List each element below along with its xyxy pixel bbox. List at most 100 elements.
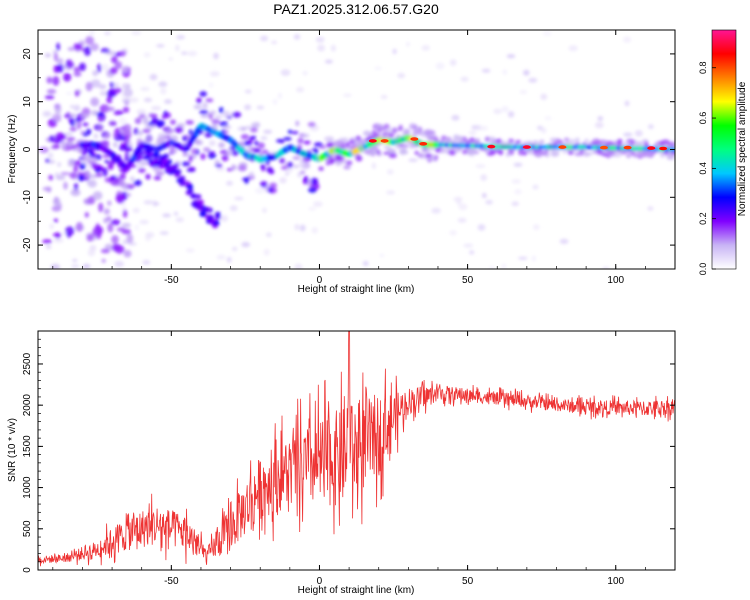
heat-cell: [96, 154, 102, 161]
heat-cell: [45, 245, 52, 249]
heat-cell: [126, 83, 131, 90]
heat-cell: [294, 223, 300, 231]
heat-cell: [204, 132, 213, 138]
heat-cell: [190, 193, 197, 199]
heat-cell: [315, 36, 325, 43]
heat-cell: [280, 69, 291, 76]
heat-cell: [623, 36, 632, 43]
heat-cell: [468, 130, 477, 136]
heat-cell: [208, 153, 217, 159]
heat-cell: [456, 200, 462, 205]
heat-cell: [187, 184, 194, 190]
heat-cell: [431, 207, 441, 214]
heat-cell: [126, 193, 131, 197]
heat-cell: [187, 50, 198, 57]
heat-cell: [563, 137, 570, 142]
x-tick-label: 50: [462, 576, 474, 587]
heat-cell: [126, 233, 134, 244]
heat-cell: [52, 137, 63, 144]
colorbar: 0.0 0.2 0.4 0.6 0.8 Normalized spectral ampl…: [698, 29, 748, 275]
heat-cell: [213, 52, 219, 60]
heat-cell: [214, 115, 223, 119]
heat-cell: [409, 123, 415, 128]
heat-cell: [103, 217, 108, 224]
heat-cell: [647, 152, 654, 158]
heat-cell: [124, 134, 130, 145]
heat-cell: [542, 31, 552, 36]
heat-cell: [451, 116, 458, 121]
heat-cell: [118, 145, 128, 151]
heat-cell: [463, 243, 474, 248]
heat-cell: [96, 111, 105, 117]
heat-cell: [277, 92, 283, 100]
heat-cell: [149, 73, 158, 81]
heat-cell: [42, 239, 53, 244]
heat-cell: [185, 120, 194, 125]
snr-x-ticks: -50 0 50 100: [52, 331, 676, 587]
heat-cell: [518, 256, 528, 260]
heat-cell: [73, 164, 79, 173]
snr-frame: [37, 330, 676, 571]
heat-cell: [69, 172, 78, 179]
heat-cell: [220, 215, 229, 222]
heat-cell: [181, 51, 188, 55]
heat-cell: [313, 201, 323, 208]
heat-cell: [82, 122, 89, 127]
heat-cell: [188, 166, 196, 172]
heat-cell: [98, 84, 107, 90]
heat-cell: [109, 81, 115, 88]
heat-cell: [162, 153, 169, 159]
heat-cell: [56, 42, 61, 51]
heat-cell: [181, 161, 191, 167]
heat-cell: [595, 149, 605, 153]
heat-cell: [46, 89, 57, 94]
heat-cell: [575, 137, 580, 143]
heat-cell: [73, 43, 83, 51]
heat-cell: [398, 124, 403, 130]
colorbar-ticks: 0.0 0.2 0.4 0.6 0.8: [698, 61, 716, 275]
heat-cell: [267, 186, 274, 193]
heat-cell: [522, 151, 528, 156]
heat-cell: [330, 44, 336, 52]
heat-cell: [623, 132, 633, 137]
heat-cell: [54, 104, 62, 115]
heat-cell: [107, 223, 114, 233]
heat-cell: [158, 81, 168, 87]
heat-cell: [640, 153, 649, 158]
heat-cell: [98, 202, 104, 213]
heat-cell: [209, 71, 220, 77]
heat-cell: [142, 128, 151, 133]
heat-cell: [345, 160, 353, 166]
heat-cell: [343, 165, 351, 170]
heat-cell: [222, 125, 232, 129]
y-tick-label: 2000: [22, 394, 33, 417]
heat-cell: [101, 258, 106, 263]
heat-cell: [207, 151, 216, 155]
heat-cell: [326, 141, 334, 149]
heat-cell: [185, 248, 195, 253]
heat-cell: [73, 66, 81, 73]
heat-cell: [113, 110, 124, 116]
heat-cell: [142, 260, 151, 265]
snr-x-label: Height of straight line (km): [298, 585, 415, 596]
heat-cell: [73, 104, 81, 112]
heat-cell: [202, 206, 209, 212]
heat-cell: [200, 114, 209, 118]
heat-cell: [86, 180, 93, 185]
heat-cell: [371, 162, 376, 169]
heat-cell: [209, 110, 217, 115]
y-tick-label: 10: [22, 96, 33, 108]
heat-cell: [153, 151, 160, 157]
heat-cell: [343, 93, 352, 97]
heat-cell: [104, 31, 111, 35]
heat-cell: [317, 44, 325, 52]
x-tick-label: -50: [164, 576, 179, 587]
heat-cell: [99, 104, 110, 113]
heat-cell: [122, 106, 130, 113]
heat-cell: [185, 152, 190, 157]
heat-cell: [240, 134, 249, 140]
heat-cell: [421, 45, 430, 51]
heat-cell: [104, 133, 110, 139]
heat-cell: [569, 138, 576, 146]
heat-cell: [671, 141, 675, 146]
